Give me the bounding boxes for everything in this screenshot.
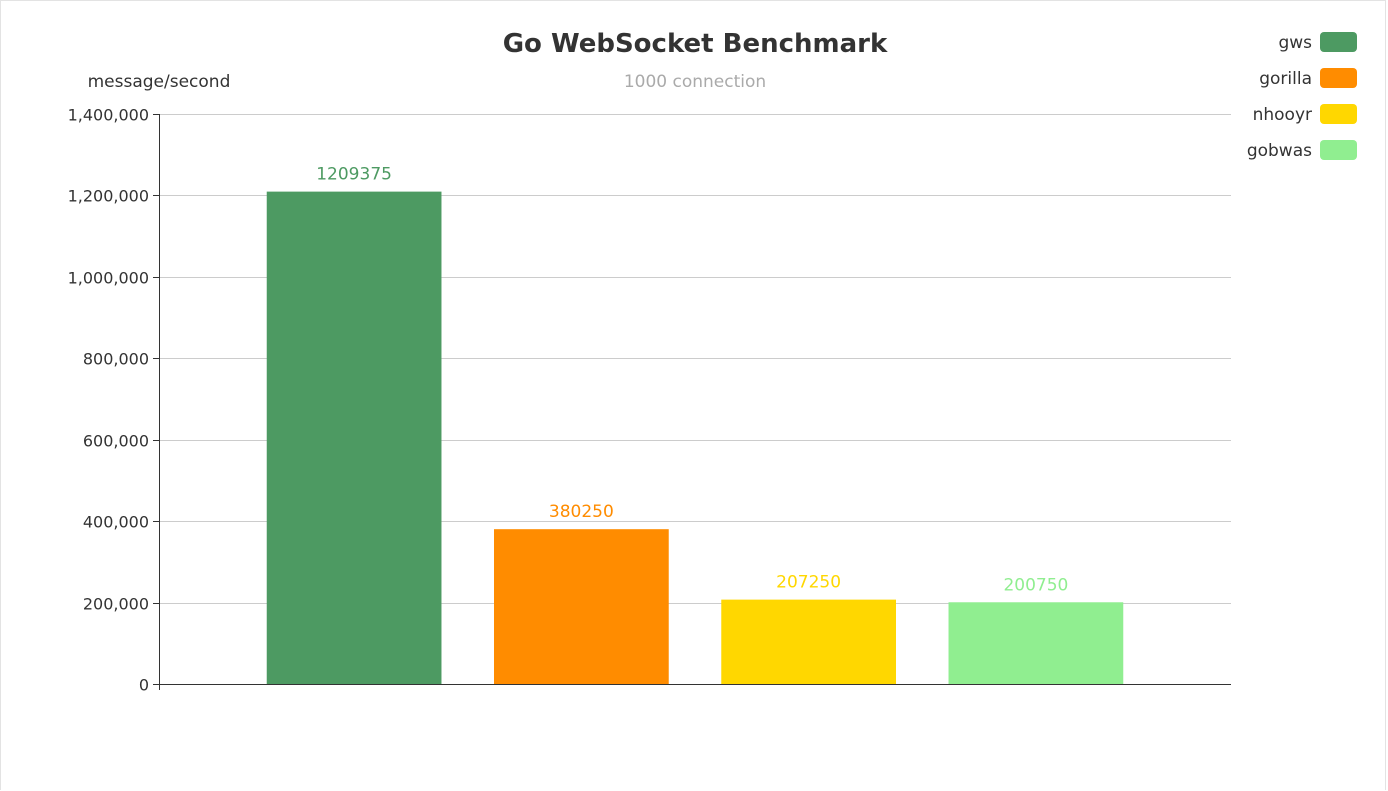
y-axis-name: message/second xyxy=(88,72,231,92)
data-label-gws: 1209375 xyxy=(316,165,392,185)
data-label-gorilla: 380250 xyxy=(549,502,614,522)
legend-item-gws[interactable]: gws xyxy=(1278,32,1357,53)
legend-swatch-nhooyr xyxy=(1320,104,1357,124)
legend-label-gws: gws xyxy=(1278,33,1312,53)
legend-item-nhooyr[interactable]: nhooyr xyxy=(1253,104,1357,125)
chart-subtitle: 1000 connection xyxy=(624,72,766,92)
bar-layer: 1209375 380250 207250 200750 xyxy=(266,165,1124,684)
legend-label-gorilla: gorilla xyxy=(1259,69,1312,89)
legend-label-nhooyr: nhooyr xyxy=(1253,105,1312,125)
bar-nhooyr[interactable] xyxy=(721,599,896,684)
y-tick-label: 400,000 xyxy=(83,513,149,532)
legend-swatch-gorilla xyxy=(1320,68,1357,88)
legend[interactable]: gws gorilla nhooyr gobwas xyxy=(1247,32,1357,161)
y-tick-label: 1,200,000 xyxy=(68,187,149,206)
legend-swatch-gws xyxy=(1320,32,1357,52)
bar-gws[interactable] xyxy=(266,191,442,684)
y-tick-label: 800,000 xyxy=(83,350,149,369)
data-label-gobwas: 200750 xyxy=(1003,575,1068,595)
y-tick-label: 200,000 xyxy=(83,595,149,614)
legend-swatch-gobwas xyxy=(1320,140,1357,160)
y-tick-label: 0 xyxy=(139,676,149,695)
bar-gorilla[interactable] xyxy=(494,529,669,684)
bar-gobwas[interactable] xyxy=(948,602,1124,684)
axis-layer: 0 200,000 400,000 600,000 800,000 1,000,000 1,… xyxy=(68,106,1231,695)
y-tick-label: 1,000,000 xyxy=(68,269,149,288)
y-tick-label: 1,400,000 xyxy=(68,106,149,125)
chart-title: Go WebSocket Benchmark xyxy=(503,29,888,59)
legend-item-gobwas[interactable]: gobwas xyxy=(1247,140,1357,161)
legend-item-gorilla[interactable]: gorilla xyxy=(1259,68,1357,89)
legend-label-gobwas: gobwas xyxy=(1247,141,1312,161)
y-tick-label: 600,000 xyxy=(83,432,149,451)
data-label-nhooyr: 207250 xyxy=(776,573,841,593)
